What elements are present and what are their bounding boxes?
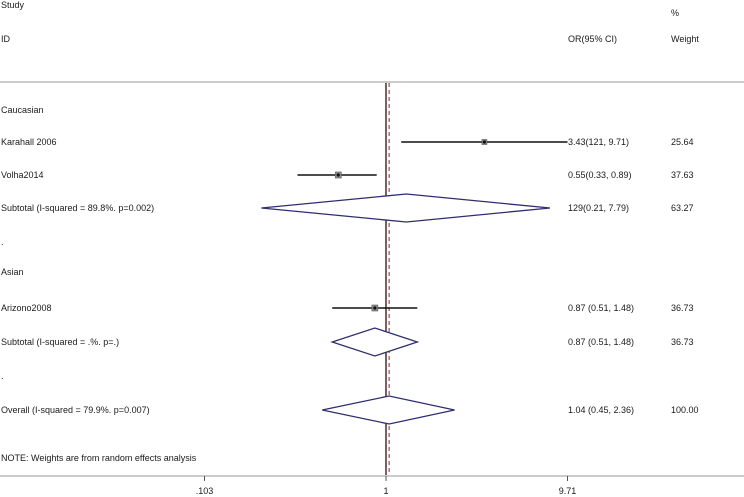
x-tick-label: 1	[383, 486, 388, 496]
pooled-diamond	[261, 193, 550, 223]
header-or: OR(95% CI)	[568, 34, 617, 44]
row-label: Subtotal (I-squared = .%. p=.)	[1, 337, 119, 347]
or-ci-text: 0.87 (0.51, 1.48)	[568, 337, 634, 347]
weight-text: 37.63	[671, 170, 694, 180]
weight-text: 100.00	[671, 405, 699, 415]
or-ci-text: 0.87 (0.51, 1.48)	[568, 303, 634, 313]
row-label: Karahall 2006	[1, 137, 57, 147]
row-label: Caucasian	[1, 105, 44, 115]
header-weight-percent: %	[671, 8, 679, 18]
row-label: Overall (I-squared = 79.9%. p=0.007)	[1, 405, 150, 415]
row-label: .	[1, 371, 4, 381]
weight-text: 36.73	[671, 303, 694, 313]
pooled-diamond	[322, 395, 455, 425]
x-tick-label: 9.71	[559, 486, 577, 496]
or-ci-text: 129(0.21, 7.79)	[568, 203, 629, 213]
row-label: Volha2014	[1, 170, 44, 180]
row-label: Asian	[1, 267, 24, 277]
row-label: .	[1, 237, 4, 247]
row-label: Arizono2008	[1, 303, 52, 313]
or-ci-text: 0.55(0.33, 0.89)	[568, 170, 632, 180]
header-study: Study	[1, 0, 25, 10]
point-estimate	[336, 173, 340, 177]
point-estimate	[373, 306, 377, 310]
pooled-diamond	[330, 327, 420, 357]
row-label: Subtotal (I-squared = 89.8%. p=0.002)	[1, 203, 154, 213]
footnote: NOTE: Weights are from random effects an…	[1, 453, 197, 463]
weight-text: 63.27	[671, 203, 694, 213]
point-estimate	[482, 140, 487, 144]
header-weight: Weight	[671, 34, 699, 44]
header-id: ID	[1, 34, 11, 44]
or-ci-text: 3.43(121, 9.71)	[568, 137, 629, 147]
or-ci-text: 1.04 (0.45, 2.36)	[568, 405, 634, 415]
weight-text: 25.64	[671, 137, 694, 147]
weight-text: 36.73	[671, 337, 694, 347]
x-tick-label: .103	[196, 486, 214, 496]
